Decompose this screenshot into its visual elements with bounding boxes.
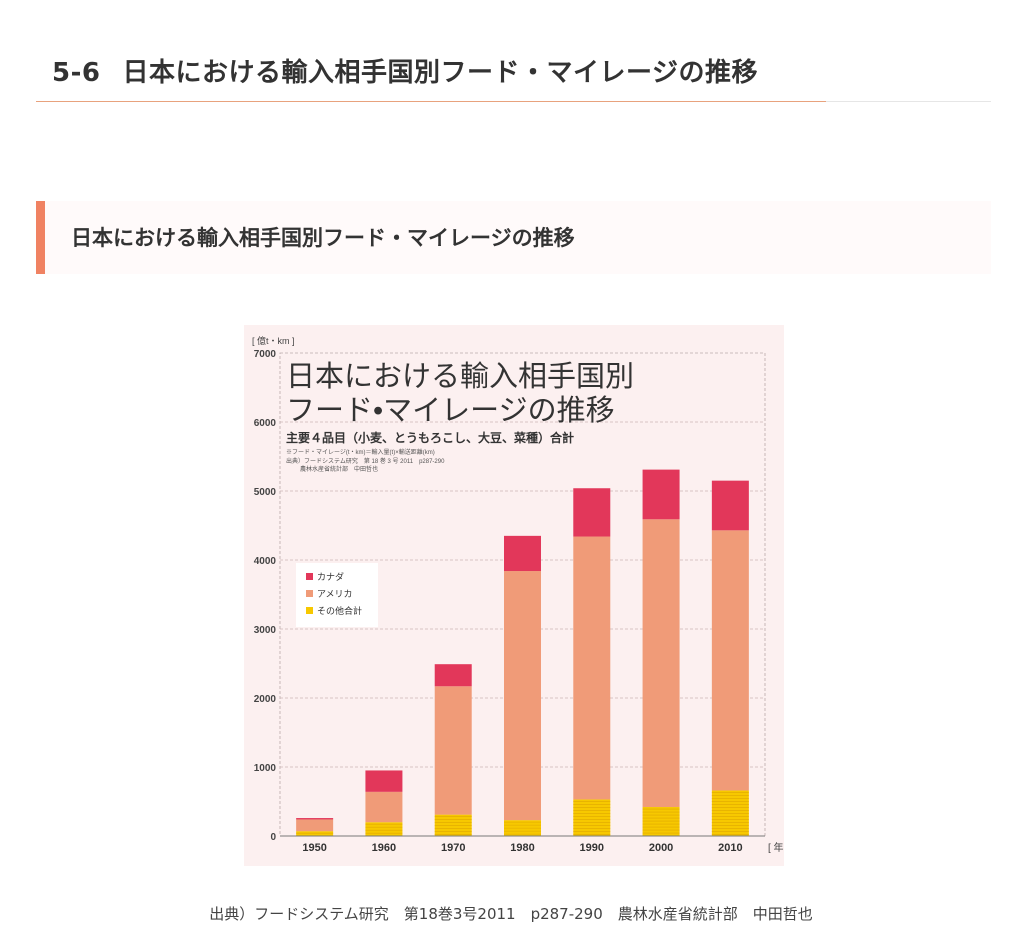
legend-label: カナダ bbox=[317, 571, 344, 582]
bar-segment bbox=[365, 770, 403, 792]
bar-segment bbox=[434, 686, 472, 815]
bar-segment bbox=[642, 519, 680, 808]
bar-segment bbox=[365, 822, 403, 836]
heading-underline bbox=[36, 101, 826, 102]
x-tick-label: 1960 bbox=[372, 842, 396, 854]
bar-segment bbox=[296, 818, 334, 820]
legend-swatch bbox=[306, 573, 313, 580]
bar-segment bbox=[434, 814, 472, 836]
legend-swatch bbox=[306, 590, 313, 597]
y-tick-label: 0 bbox=[270, 832, 276, 843]
bar-segment bbox=[434, 664, 472, 687]
x-tick-label: 1980 bbox=[510, 842, 534, 854]
chart-note: 農林水産省統計部 中田哲也 bbox=[300, 465, 378, 473]
y-tick-label: 4000 bbox=[254, 556, 277, 567]
bar-segment bbox=[573, 536, 611, 800]
x-tick-label: 1990 bbox=[580, 842, 604, 854]
bar-segment bbox=[504, 571, 541, 821]
x-tick-label: 2000 bbox=[649, 842, 673, 854]
bar-segment bbox=[711, 480, 749, 531]
y-tick-label: 2000 bbox=[254, 694, 277, 705]
bar-segment bbox=[642, 807, 680, 836]
chart-bars bbox=[296, 469, 749, 836]
source-caption: 出典）フードシステム研究 第18巻3号2011 p287-290 農林水産省統計… bbox=[209, 905, 813, 923]
y-tick-label: 3000 bbox=[254, 625, 277, 636]
chart-note: ※フード・マイレージ(t・km)＝輸入量(t)×輸送距離(km) bbox=[286, 448, 435, 456]
chart-title-line-1: 日本における輸入相手国別 bbox=[286, 360, 634, 393]
y-axis-unit: [ 億t・km ] bbox=[252, 335, 295, 346]
y-tick-label: 5000 bbox=[254, 487, 277, 498]
bar-segment bbox=[573, 488, 611, 537]
section-heading-text: 日本における輸入相手国別フード・マイレージの推移 bbox=[71, 226, 575, 250]
y-tick-label: 6000 bbox=[254, 418, 277, 429]
y-tick-label: 1000 bbox=[254, 763, 277, 774]
legend-label: アメリカ bbox=[317, 589, 353, 599]
chart-svg: 0 1000 2000 3000 4000 5000 6000 7000 1950 1960 197… bbox=[252, 335, 784, 854]
x-tick-label: 2010 bbox=[718, 842, 742, 854]
bar-segment bbox=[296, 819, 334, 832]
legend-label: その他合計 bbox=[317, 605, 362, 616]
x-axis-unit: [ 年 ] bbox=[768, 841, 784, 854]
x-tick-label: 1970 bbox=[441, 842, 465, 854]
page-title: 5-6 日本における輸入相手国別フード・マイレージの推移 bbox=[52, 52, 758, 89]
chart-subtitle: 主要４品目（小麦、とうもろこし、大豆、菜種）合計 bbox=[286, 430, 574, 445]
section-heading: 日本における輸入相手国別フード・マイレージの推移 bbox=[36, 201, 991, 274]
bar-segment bbox=[365, 791, 403, 823]
food-mileage-chart: 0 1000 2000 3000 4000 5000 6000 7000 1950 1960 197… bbox=[244, 325, 784, 866]
chart-text: 0 1000 2000 3000 4000 5000 6000 7000 1950 1960 197… bbox=[252, 335, 784, 854]
section-number: 5-6 bbox=[52, 58, 101, 88]
bar-segment bbox=[642, 469, 680, 520]
chart-note: 出典）フードシステム研究 第 18 巻 3 号 2011 p287-290 bbox=[286, 457, 445, 465]
bar-segment bbox=[504, 535, 541, 572]
bar-segment bbox=[573, 799, 611, 836]
page-title-text: 日本における輸入相手国別フード・マイレージの推移 bbox=[122, 58, 758, 88]
bar-segment bbox=[296, 831, 334, 836]
page-heading: 5-6 日本における輸入相手国別フード・マイレージの推移 bbox=[36, 44, 991, 102]
chart-title-line-2: フード•マイレージの推移 bbox=[286, 394, 615, 427]
bar-segment bbox=[711, 530, 749, 791]
x-tick-label: 1950 bbox=[302, 842, 326, 854]
legend-swatch bbox=[306, 607, 313, 614]
y-tick-label: 7000 bbox=[254, 349, 277, 360]
section-heading-accent-bar bbox=[36, 201, 45, 274]
